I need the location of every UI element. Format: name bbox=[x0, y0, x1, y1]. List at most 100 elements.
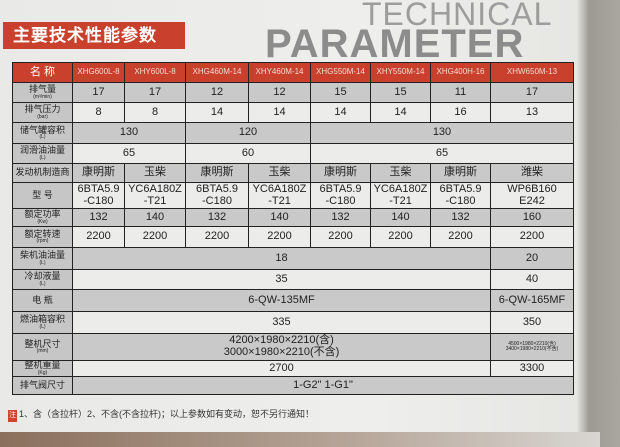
table-cell: 132 bbox=[185, 208, 249, 227]
table-cell: 17 bbox=[490, 82, 574, 103]
row-label: 整机尺寸 (mm) bbox=[12, 333, 73, 361]
table-cell: 130 bbox=[72, 122, 186, 144]
table-cell: YC6A180Z -T21 bbox=[370, 182, 431, 209]
table-cell: 17 bbox=[72, 82, 125, 103]
table-row: 发动机制造商 康明斯 玉柴 康明斯 玉柴 康明斯 玉柴 康明斯 潍柴 bbox=[12, 163, 574, 183]
table-cell: 120 bbox=[185, 122, 311, 144]
row-unit: (Kg) bbox=[37, 369, 48, 376]
table-cell: 2200 bbox=[490, 226, 574, 248]
row-unit: (rpm) bbox=[36, 238, 49, 245]
table-cell: 12 bbox=[185, 82, 249, 103]
table-cell: 20 bbox=[490, 247, 574, 270]
row-label-text: 整机重量 bbox=[24, 360, 61, 371]
table-cell: 14 bbox=[185, 102, 249, 123]
row-label-text: 排气量 bbox=[28, 84, 56, 95]
table-cell: 2200 bbox=[185, 226, 249, 248]
table-header-row: 名 称 XHG600L-8 XHY600L-8 XHG460M-14 XHY460M-… bbox=[12, 62, 574, 83]
table-cell: 15 bbox=[310, 82, 371, 103]
row-label-text: 储气罐容积 bbox=[19, 124, 65, 135]
table-cell: 3300 bbox=[490, 360, 574, 377]
model-header: XHG460M-14 bbox=[185, 62, 249, 83]
table-cell: 8 bbox=[72, 102, 125, 123]
row-label-text: 排气阀尺寸 bbox=[19, 379, 65, 390]
model-header: XHY600L-8 bbox=[124, 62, 186, 83]
table-cell: 15 bbox=[370, 82, 431, 103]
footnote-text: 1、含（含拉杆）2、不含(不含拉杆)；以上参数如有变动，恕不另行通知！ bbox=[19, 409, 315, 419]
table-cell: 350 bbox=[490, 311, 574, 334]
row-label: 电 瓶 bbox=[12, 289, 73, 312]
table-cell: 2200 bbox=[124, 226, 186, 248]
row-label: 额定功率 (Kw) bbox=[12, 208, 73, 227]
table-row: 型 号 6BTA5.9 -C180 YC6A180Z -T21 6BTA5.9 -C1… bbox=[12, 182, 574, 209]
table-cell: 1-G2" 1-G1" bbox=[72, 376, 574, 395]
table-cell: 6-QW-135MF bbox=[72, 289, 491, 312]
row-label: 发动机制造商 bbox=[12, 163, 73, 183]
table-cell: 13 bbox=[490, 102, 574, 123]
table-cell: 35 bbox=[72, 269, 491, 290]
row-label-text: 排气压力 bbox=[24, 104, 61, 115]
model-header: XHY460M-14 bbox=[248, 62, 311, 83]
row-label-text: 额定功率 bbox=[24, 209, 61, 220]
table-cell: 康明斯 bbox=[430, 163, 491, 183]
table-cell: YC6A180Z -T21 bbox=[248, 182, 311, 209]
row-unit: (L) bbox=[39, 323, 46, 330]
table-row: 冷却液量 (L) 35 40 bbox=[12, 269, 574, 290]
table-cell: 132 bbox=[72, 208, 125, 227]
table-cell: 132 bbox=[310, 208, 371, 227]
table-row: 整机重量 (Kg) 2700 3300 bbox=[12, 360, 574, 377]
table-cell: 6BTA5.9 -C180 bbox=[430, 182, 491, 209]
row-unit: (L) bbox=[39, 280, 46, 287]
table-cell: 玉柴 bbox=[248, 163, 311, 183]
row-unit: (Kw) bbox=[37, 218, 48, 225]
table-cell: 8 bbox=[124, 102, 186, 123]
row-label-text: 发动机制造商 bbox=[15, 167, 70, 178]
row-label: 润滑油油量 (L) bbox=[12, 143, 73, 164]
table-cell: 65 bbox=[72, 143, 186, 164]
table-cell: 潍柴 bbox=[490, 163, 574, 183]
model-header: XHG400H-16 bbox=[430, 62, 491, 83]
row-label: 排气压力 (bar) bbox=[12, 102, 73, 123]
row-label-text: 型 号 bbox=[32, 189, 53, 200]
row-label: 排气阀尺寸 bbox=[12, 376, 73, 395]
table-cell: YC6A180Z -T21 bbox=[124, 182, 186, 209]
english-title-technical: TECHNICAL bbox=[362, 0, 553, 32]
table-cell: 14 bbox=[310, 102, 371, 123]
page-title: 主要技术性能参数 bbox=[3, 22, 185, 49]
table-cell: 康明斯 bbox=[72, 163, 125, 183]
row-unit: (L) bbox=[39, 134, 46, 141]
table-cell: WP6B160 E242 bbox=[490, 182, 574, 209]
row-label-text: 电 瓶 bbox=[32, 294, 53, 305]
table-cell: 11 bbox=[430, 82, 491, 103]
row-unit: (mm) bbox=[36, 348, 49, 355]
table-cell: 6BTA5.9 -C180 bbox=[72, 182, 125, 209]
table-cell: 140 bbox=[370, 208, 431, 227]
table-cell: 160 bbox=[490, 208, 574, 227]
table-cell: 65 bbox=[310, 143, 574, 164]
table-cell: 2700 bbox=[72, 360, 491, 377]
table-row: 排气阀尺寸 1-G2" 1-G1" bbox=[12, 376, 574, 395]
table-cell: 14 bbox=[248, 102, 311, 123]
row-unit: (L) bbox=[39, 259, 46, 266]
row-label-text: 燃油箱容积 bbox=[19, 314, 65, 325]
table-cell: 17 bbox=[124, 82, 186, 103]
table-cell: 4200×1980×2210(含) 3000×1980×2210(不含) bbox=[72, 333, 491, 361]
table-cell: 4500×1980×2210(含) 3400×1980×2210(不含) bbox=[490, 333, 574, 361]
table-row: 燃油箱容积 (L) 335 350 bbox=[12, 311, 574, 334]
header-label: 名 称 bbox=[12, 62, 73, 83]
background-strip bbox=[0, 432, 600, 447]
row-label: 冷却液量 (L) bbox=[12, 269, 73, 290]
table-row: 排气压力 (bar) 8 8 14 14 14 14 16 13 bbox=[12, 102, 574, 123]
table-row: 柴机油油量 (L) 18 20 bbox=[12, 247, 574, 270]
row-label-text: 润滑油油量 bbox=[19, 145, 65, 156]
table-cell: 2200 bbox=[248, 226, 311, 248]
table-cell: 130 bbox=[310, 122, 574, 144]
table-row: 润滑油油量 (L) 65 60 65 bbox=[12, 143, 574, 164]
table-row: 整机尺寸 (mm) 4200×1980×2210(含) 3000×1980×2210… bbox=[12, 333, 574, 361]
note-tag: 注 bbox=[8, 410, 17, 422]
row-label-text: 额定转速 bbox=[24, 228, 61, 239]
table-cell: 16 bbox=[430, 102, 491, 123]
row-label-text: 冷却液量 bbox=[24, 271, 61, 282]
row-label: 额定转速 (rpm) bbox=[12, 226, 73, 248]
table-cell: 140 bbox=[248, 208, 311, 227]
model-header: XHY550M-14 bbox=[370, 62, 431, 83]
